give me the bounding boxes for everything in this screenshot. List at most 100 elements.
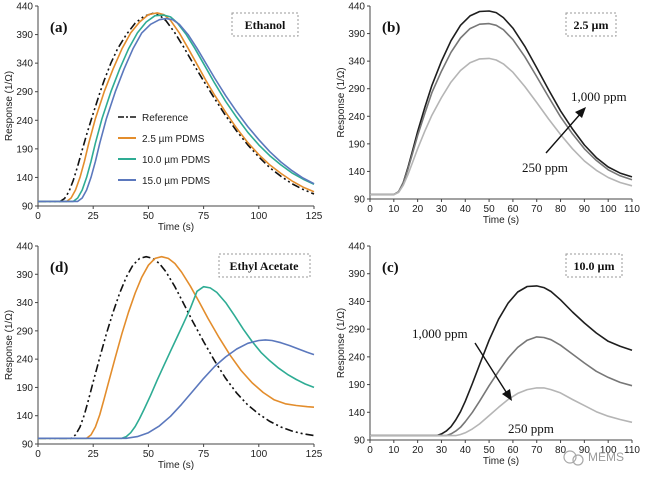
panel-d-series-line-1 <box>38 255 315 440</box>
y-tick-label: 440 <box>16 2 33 13</box>
y-tick-label: 340 <box>16 298 33 309</box>
y-tick-label: 390 <box>16 30 33 41</box>
panel-a-x-axis-label: Time (s) <box>158 222 194 233</box>
x-tick-label: 25 <box>88 449 100 460</box>
panel-c-series <box>370 285 633 437</box>
panel-a: 90 140 190 240 290 340 390 440 0 25 50 75 100 125 Time… <box>4 2 323 234</box>
panel-c-annotation-low: 250 ppm <box>508 421 554 436</box>
y-tick-label: 440 <box>348 2 365 13</box>
x-tick-label: 50 <box>484 445 496 456</box>
x-tick-label: 0 <box>367 204 373 215</box>
x-tick-label: 90 <box>579 204 591 215</box>
x-tick-label: 70 <box>531 204 543 215</box>
x-tick-label: 125 <box>306 211 323 222</box>
legend-label-reference: Reference <box>142 113 189 124</box>
y-tick-label: 240 <box>16 116 33 127</box>
panel-a-series-line-2 <box>38 14 315 203</box>
y-tick-label: 190 <box>16 383 33 394</box>
panel-c-thickness-label: 10.0 µm <box>574 259 615 273</box>
watermark-logo-icon-2 <box>572 454 584 466</box>
panel-d-series-line-3 <box>38 339 315 440</box>
y-tick-label: 340 <box>348 57 365 68</box>
panel-c-y-axis-label: Response (1/Ω) <box>336 308 347 378</box>
panel-d-chemical-box <box>218 253 311 278</box>
y-tick-label: 290 <box>348 84 365 95</box>
panel-d-series-line-0 <box>38 255 315 440</box>
panel-c-annotation-high: 1,000 ppm <box>412 326 468 341</box>
y-tick-label: 390 <box>348 29 365 40</box>
panel-d-axes: 90 140 190 240 290 340 390 440 0 25 50 75 100 125 Time… <box>4 242 323 472</box>
watermark: MEMS <box>563 450 624 466</box>
legend-label-10um: 10.0 µm PDMS <box>142 155 210 166</box>
y-tick-label: 290 <box>16 326 33 337</box>
panel-b-series-line-1 <box>370 22 633 196</box>
panel-a-y-axis-label: Response (1/Ω) <box>4 71 15 141</box>
panel-a-label: (a) <box>50 20 68 36</box>
panel-c-arrowhead <box>502 389 512 401</box>
x-tick-label: 80 <box>555 204 567 215</box>
y-tick-label: 240 <box>348 352 365 363</box>
panel-d-x-axis-label: Time (s) <box>158 460 194 471</box>
watermark-text: MEMS <box>588 450 624 464</box>
x-tick-label: 100 <box>250 211 267 222</box>
panel-a-chemical-label: Ethanol <box>245 18 286 32</box>
x-tick-label: 75 <box>198 211 210 222</box>
panel-b-annotation-low: 250 ppm <box>522 160 568 175</box>
panel-b-axes: 90 140 190 240 290 340 390 440 0 10 20 30 40 50 60 70 80… <box>336 2 640 227</box>
y-tick-label: 440 <box>348 242 365 253</box>
panel-c-series-line-1 <box>370 336 633 437</box>
panel-b-label: (b) <box>382 20 400 36</box>
y-tick-label: 340 <box>16 59 33 70</box>
x-tick-label: 110 <box>624 445 640 456</box>
y-tick-label: 340 <box>348 297 365 308</box>
panel-b: 90 140 190 240 290 340 390 440 0 10 20 30 40 50 60 70 80… <box>336 2 640 227</box>
panel-d: 90 140 190 240 290 340 390 440 0 25 50 75 100 125 Time… <box>4 242 323 472</box>
panel-a-series <box>38 12 315 203</box>
panel-d-chemical-label: Ethyl Acetate <box>230 259 300 273</box>
panel-b-thickness-label: 2.5 µm <box>574 18 609 32</box>
y-tick-label: 440 <box>16 242 33 253</box>
panel-b-arrow <box>545 111 583 154</box>
x-tick-label: 90 <box>579 445 591 456</box>
panel-c-label: (c) <box>382 260 399 276</box>
y-tick-label: 240 <box>16 355 33 366</box>
x-tick-label: 50 <box>484 204 496 215</box>
y-tick-label: 290 <box>348 325 365 336</box>
y-tick-label: 190 <box>348 380 365 391</box>
x-tick-label: 30 <box>436 445 448 456</box>
panel-c-x-axis-label: Time (s) <box>483 456 519 467</box>
x-tick-label: 60 <box>507 445 519 456</box>
panel-c-thickness-box <box>565 253 623 278</box>
y-tick-label: 140 <box>348 408 365 419</box>
panel-b-thickness-box <box>565 12 617 37</box>
x-tick-label: 30 <box>436 204 448 215</box>
x-tick-label: 70 <box>531 445 543 456</box>
panel-d-series-line-2 <box>38 285 315 440</box>
x-tick-label: 40 <box>460 445 472 456</box>
panel-b-y-axis-label: Response (1/Ω) <box>336 67 347 137</box>
x-tick-label: 50 <box>143 211 155 222</box>
panel-b-annotation-high: 1,000 ppm <box>571 89 627 104</box>
y-tick-label: 190 <box>16 144 33 155</box>
y-tick-label: 90 <box>354 195 366 206</box>
panel-b-arrowhead <box>575 107 586 118</box>
x-tick-label: 75 <box>198 449 210 460</box>
x-tick-label: 110 <box>624 204 640 215</box>
panel-a-legend: Reference 2.5 µm PDMS 10.0 µm PDMS 15.0 … <box>118 113 210 187</box>
x-tick-label: 20 <box>412 445 424 456</box>
watermark-logo-icon <box>563 450 577 464</box>
x-tick-label: 0 <box>35 211 41 222</box>
y-tick-label: 140 <box>16 411 33 422</box>
x-tick-label: 20 <box>412 204 424 215</box>
y-tick-label: 390 <box>16 270 33 281</box>
x-tick-label: 80 <box>555 445 567 456</box>
x-tick-label: 100 <box>600 445 617 456</box>
panel-b-x-axis-label: Time (s) <box>483 215 519 226</box>
x-tick-label: 100 <box>250 449 267 460</box>
x-tick-label: 60 <box>507 204 519 215</box>
x-tick-label: 25 <box>88 211 100 222</box>
panel-a-axes: 90 140 190 240 290 340 390 440 0 25 50 75 100 125 Time… <box>4 2 323 234</box>
x-tick-label: 50 <box>143 449 155 460</box>
y-tick-label: 90 <box>22 202 34 213</box>
